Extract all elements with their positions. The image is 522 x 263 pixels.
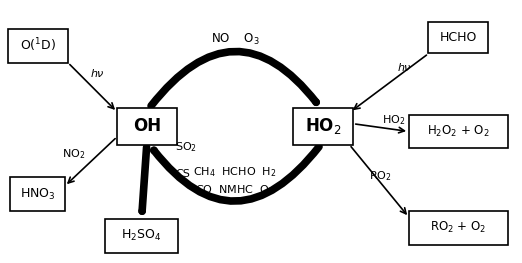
Text: HO$_2$: HO$_2$ xyxy=(382,113,405,127)
FancyBboxPatch shape xyxy=(10,177,65,211)
FancyArrowPatch shape xyxy=(142,147,147,211)
FancyArrowPatch shape xyxy=(154,147,319,201)
FancyBboxPatch shape xyxy=(429,22,488,53)
FancyArrowPatch shape xyxy=(151,52,316,106)
Text: RO$_2$: RO$_2$ xyxy=(369,169,392,183)
Text: NO    O$_3$: NO O$_3$ xyxy=(210,32,259,47)
Text: H$_2$O$_2$ + O$_2$: H$_2$O$_2$ + O$_2$ xyxy=(427,124,490,139)
FancyBboxPatch shape xyxy=(8,29,67,63)
FancyBboxPatch shape xyxy=(409,115,507,148)
Text: HO$_2$: HO$_2$ xyxy=(305,116,341,136)
Text: CS: CS xyxy=(175,169,190,179)
Text: hν: hν xyxy=(397,63,410,73)
Text: SO$_2$: SO$_2$ xyxy=(175,140,197,154)
FancyBboxPatch shape xyxy=(105,219,178,252)
Text: O($^1$D): O($^1$D) xyxy=(20,37,56,54)
Text: OH: OH xyxy=(133,117,161,135)
Text: CH$_4$  HCHO  H$_2$: CH$_4$ HCHO H$_2$ xyxy=(193,165,277,179)
FancyBboxPatch shape xyxy=(117,108,176,144)
FancyBboxPatch shape xyxy=(409,211,507,245)
Text: H$_2$SO$_4$: H$_2$SO$_4$ xyxy=(122,228,162,243)
Text: HNO$_3$: HNO$_3$ xyxy=(20,186,55,201)
FancyBboxPatch shape xyxy=(293,108,353,144)
Text: CO  NMHC  O$_3$: CO NMHC O$_3$ xyxy=(195,183,275,197)
Text: RO$_2$ + O$_2$: RO$_2$ + O$_2$ xyxy=(430,220,487,235)
Text: hν: hν xyxy=(91,69,104,79)
Text: HCHO: HCHO xyxy=(440,31,477,44)
Text: NO$_2$: NO$_2$ xyxy=(63,147,86,160)
